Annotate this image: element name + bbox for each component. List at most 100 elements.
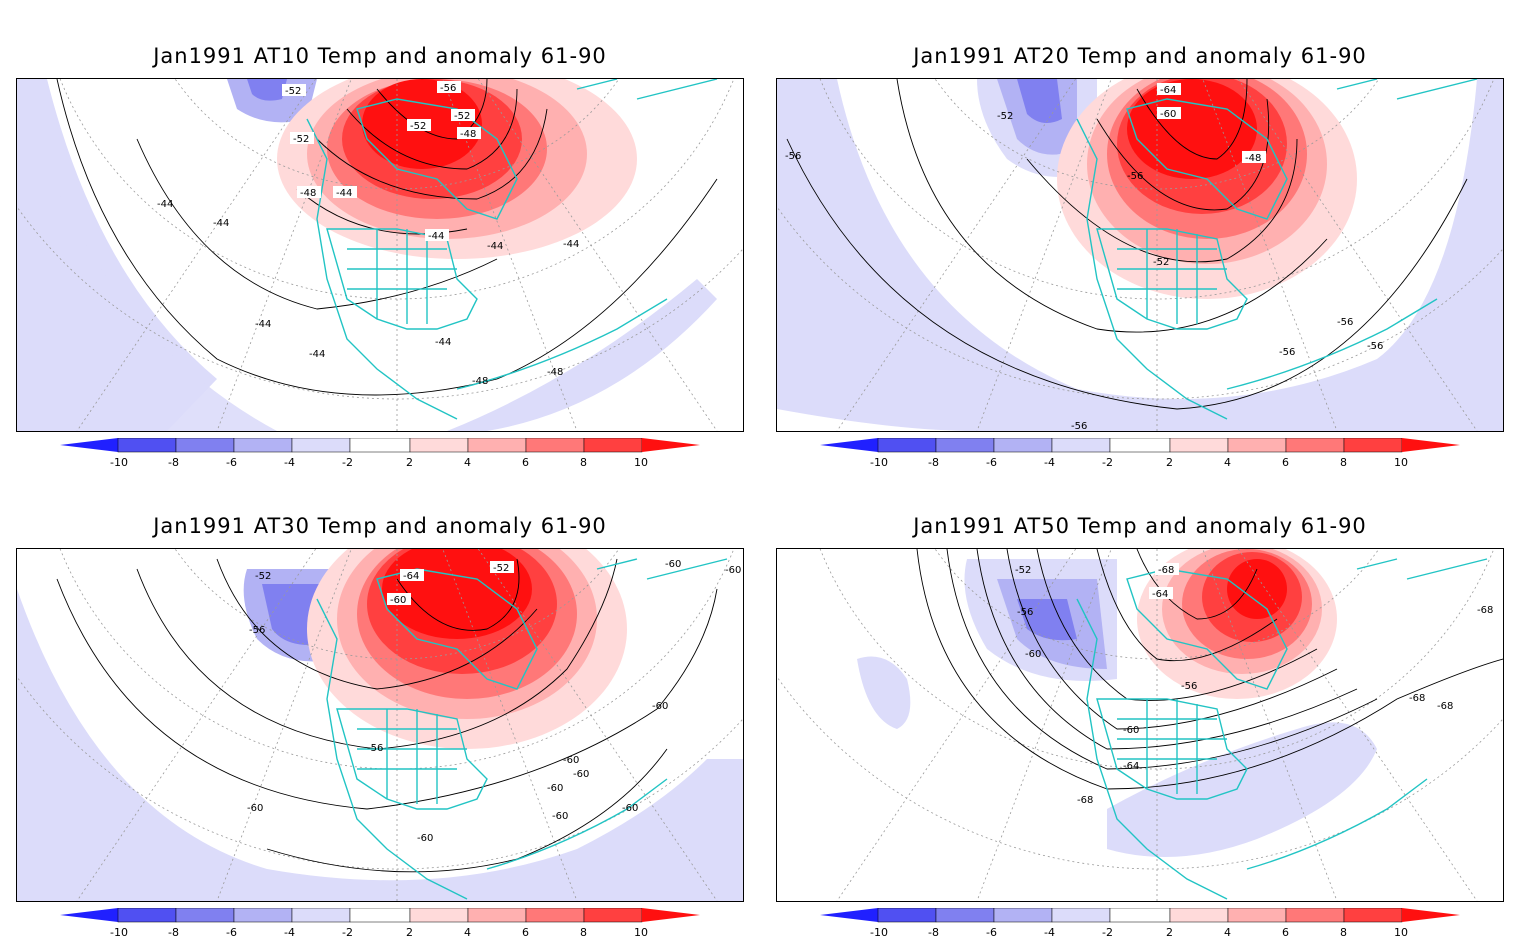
colorbar-tick: 4 — [464, 456, 471, 469]
anomaly-blue-region — [447, 279, 717, 431]
contour-label: -52 — [410, 121, 426, 132]
colorbar-swatch — [233, 907, 293, 923]
panel-title: Jan1991 AT20 Temp and anomaly 61-90 — [913, 44, 1367, 68]
colorbar-tick: -4 — [284, 926, 295, 939]
colorbar-tick: -10 — [110, 926, 128, 939]
colorbar-swatch — [349, 907, 411, 923]
colorbar: -10 -8 -6 -4 -2 2 4 6 8 10 — [820, 437, 1460, 470]
colorbar-tick: -8 — [168, 456, 179, 469]
colorbar-swatch — [1051, 437, 1111, 453]
panel-title: Jan1991 AT10 Temp and anomaly 61-90 — [153, 44, 607, 68]
anomaly-blue-region — [777, 79, 1503, 431]
colorbar-swatch — [1109, 907, 1171, 923]
contour-label: -52 — [1153, 257, 1169, 268]
colorbar-swatch — [993, 907, 1053, 923]
colorbar-swatch — [1285, 907, 1345, 923]
colorbar-swatch — [409, 437, 469, 453]
contour-label: -60 — [573, 769, 589, 780]
contour-label: -56 — [785, 151, 801, 162]
contour-lines — [786, 79, 1468, 410]
colorbar-tick: -6 — [986, 926, 997, 939]
colorbar-swatch — [583, 907, 643, 923]
colorbar-svg: -10 -8 -6 -4 -2 2 4 6 8 10 — [820, 437, 1460, 469]
colorbar-swatch — [233, 437, 293, 453]
colorbar-tick: -2 — [342, 926, 353, 939]
colorbar-swatch — [1169, 437, 1229, 453]
contour-label: -64 — [1152, 589, 1168, 600]
colorbar-swatch — [291, 437, 351, 453]
colorbar-swatch — [60, 908, 118, 922]
panel-at20: Jan1991 AT20 Temp and anomaly 61-90 — [776, 0, 1504, 470]
colorbar-tick: 8 — [1340, 456, 1347, 469]
contour-label: -44 — [428, 231, 444, 242]
contour-label: -44 — [336, 188, 352, 199]
colorbar-swatch — [117, 437, 177, 453]
panel-at30: Jan1991 AT30 Temp and anomaly 61-90 — [16, 470, 744, 940]
contour-label: -64 — [1123, 761, 1139, 772]
contour-label: -60 — [1160, 109, 1176, 120]
colorbar-swatch — [820, 908, 878, 922]
colorbar-swatch — [642, 438, 700, 452]
colorbar-tick: 8 — [580, 926, 587, 939]
colorbar-tick: 10 — [1394, 456, 1408, 469]
coastlines — [316, 558, 728, 900]
colorbar-swatch — [1285, 437, 1345, 453]
contour-label: -48 — [1245, 153, 1261, 164]
contour-label: -52 — [255, 571, 271, 582]
contour-label: -44 — [157, 199, 173, 210]
panel-at50: Jan1991 AT50 Temp and anomaly 61-90 — [776, 470, 1504, 940]
colorbar-tick: 6 — [522, 456, 529, 469]
colorbar-swatch — [409, 907, 469, 923]
map-frame: -52 -56 -52 -52 -48 -52 -48 -44 -44 -44 … — [16, 78, 744, 432]
contour-label: -56 — [1127, 171, 1143, 182]
colorbar-swatch — [993, 437, 1053, 453]
contour-label: -60 — [417, 833, 433, 844]
colorbar-swatch — [467, 437, 527, 453]
contour-label: -48 — [300, 188, 316, 199]
contour-label: -56 — [1367, 341, 1383, 352]
colorbar-swatch — [935, 907, 995, 923]
colorbar-tick: 6 — [1282, 926, 1289, 939]
colorbar: -10 -8 -6 -4 -2 2 4 6 8 10 — [60, 907, 700, 940]
contour-label: -52 — [997, 111, 1013, 122]
colorbar-tick: -10 — [870, 456, 888, 469]
contour-label: -64 — [1160, 85, 1176, 96]
colorbar-swatch — [1227, 437, 1287, 453]
colorbar-svg: -10 -8 -6 -4 -2 2 4 6 8 10 — [60, 907, 700, 939]
contour-label: -60 — [652, 701, 668, 712]
colorbar-tick: 8 — [580, 456, 587, 469]
contour-label: -60 — [665, 559, 681, 570]
contour-label: -44 — [487, 241, 503, 252]
contour-label: -56 — [1071, 421, 1087, 431]
contour-label: -60 — [247, 803, 263, 814]
contour-label: -48 — [472, 376, 488, 387]
contour-label: -44 — [435, 337, 451, 348]
colorbar-swatch — [60, 438, 118, 452]
contour-label: -56 — [1279, 347, 1295, 358]
contour-label: -68 — [1409, 693, 1425, 704]
contour-label: -60 — [563, 755, 579, 766]
colorbar-tick: -4 — [284, 456, 295, 469]
colorbar-swatch — [1402, 908, 1460, 922]
colorbar-tick: -4 — [1044, 926, 1055, 939]
colorbar-tick: 2 — [406, 456, 413, 469]
map-at50: -52 -68 -64 -56 -60 -56 -60 -64 -68 -68 … — [777, 549, 1503, 901]
coastlines — [306, 79, 718, 420]
colorbar-swatch — [1169, 907, 1229, 923]
map-at30: -52 -64 -52 -60 -56 -60 -56 -60 -60 -60 … — [17, 549, 743, 901]
contour-label: -60 — [1025, 649, 1041, 660]
contour-label: -44 — [309, 349, 325, 360]
colorbar-tick: 2 — [406, 926, 413, 939]
colorbar-swatch — [877, 907, 937, 923]
map-frame: -52 -68 -64 -56 -60 -56 -60 -64 -68 -68 … — [776, 548, 1504, 902]
colorbar-tick: -10 — [870, 926, 888, 939]
colorbar-tick: 4 — [464, 926, 471, 939]
contour-label: -60 — [622, 803, 638, 814]
colorbar-tick: -2 — [1102, 456, 1113, 469]
contour-label: -60 — [547, 783, 563, 794]
coastlines — [1076, 558, 1488, 900]
contour-label: -56 — [1017, 607, 1033, 618]
colorbar-svg: -10 -8 -6 -4 -2 2 4 6 8 10 — [60, 437, 700, 469]
colorbar-tick: 10 — [634, 456, 648, 469]
contour-label: -52 — [493, 563, 509, 574]
